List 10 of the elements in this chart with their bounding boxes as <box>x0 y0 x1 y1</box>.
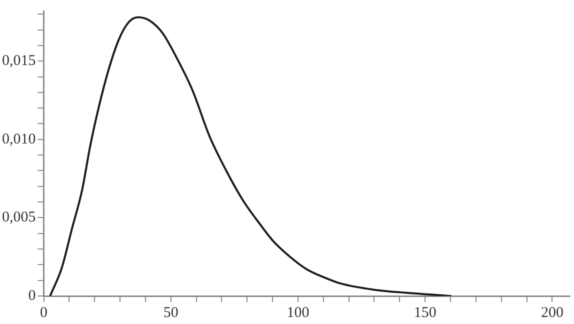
y-tick-label: 0,005 <box>2 210 36 226</box>
x-tick-label: 50 <box>163 304 178 321</box>
y-tick-label: 0,015 <box>2 53 36 70</box>
x-tick-label: 200 <box>540 304 564 321</box>
x-tick-label: 150 <box>414 304 436 321</box>
x-tick-label: 100 <box>286 304 310 321</box>
y-tick-label: 0 <box>28 288 36 304</box>
y-tick-label: 0,010 <box>2 131 36 148</box>
x-tick-label: 0 <box>40 304 48 321</box>
line-series <box>49 16 452 296</box>
